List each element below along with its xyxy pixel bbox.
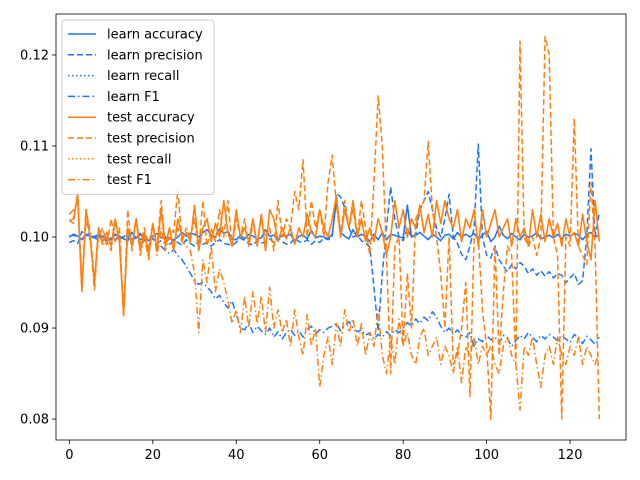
series-line-learn-recall bbox=[68, 199, 600, 243]
y-axis: 0.08 0.09 0.10 0.11 0.12 bbox=[20, 48, 56, 428]
series-line-test-f1 bbox=[68, 199, 601, 411]
legend-label: test precision bbox=[107, 132, 195, 147]
series-line-test-precision bbox=[68, 36, 601, 420]
y-tick-label: 0.09 bbox=[20, 322, 49, 337]
y-tick-label: 0.12 bbox=[20, 48, 49, 63]
x-tick-label: 0 bbox=[65, 448, 73, 463]
plot-frame bbox=[55, 13, 627, 441]
legend-box bbox=[61, 19, 215, 195]
legend-label: learn accuracy bbox=[107, 28, 203, 43]
series-line-test-recall bbox=[69, 195, 601, 316]
x-axis: 0 20 40 60 80 100 120 bbox=[65, 440, 582, 463]
y-tick-label: 0.10 bbox=[20, 231, 49, 246]
y-tick-label: 0.08 bbox=[20, 413, 49, 428]
x-tick-label: 100 bbox=[474, 448, 499, 463]
legend-label: test F1 bbox=[107, 173, 152, 188]
x-tick-label: 80 bbox=[395, 448, 412, 463]
legend-label: learn F1 bbox=[107, 90, 160, 105]
legend: learn accuracy learn precision learn recal… bbox=[61, 19, 215, 195]
legend-label: test accuracy bbox=[107, 111, 195, 126]
x-tick-label: 20 bbox=[145, 448, 162, 463]
legend-label: learn precision bbox=[107, 48, 203, 63]
series-layer bbox=[68, 36, 601, 420]
legend-label: test recall bbox=[107, 152, 172, 167]
y-tick-label: 0.11 bbox=[20, 139, 49, 154]
x-tick-label: 60 bbox=[311, 448, 328, 463]
legend-label: learn recall bbox=[107, 69, 179, 84]
x-tick-label: 40 bbox=[228, 448, 245, 463]
x-tick-label: 120 bbox=[558, 448, 583, 463]
